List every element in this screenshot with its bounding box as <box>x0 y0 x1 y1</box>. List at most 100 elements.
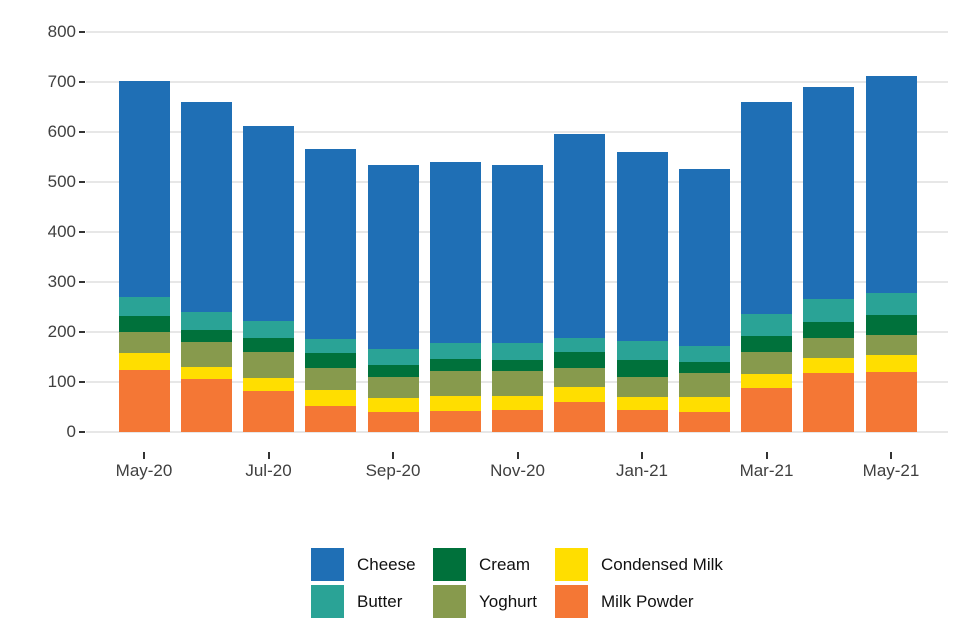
x-tick-mark-may-20 <box>143 452 145 459</box>
bar-oct-20 <box>429 161 481 432</box>
gridline-y-700 <box>86 81 948 83</box>
segment-butter-apr-21 <box>803 299 855 322</box>
segment-milk-powder-jun-20 <box>180 379 232 432</box>
y-tick-mark-100 <box>79 381 85 383</box>
legend-label-butter: Butter <box>357 591 403 611</box>
legend-swatch-cheese <box>311 548 344 581</box>
y-tick-mark-600 <box>79 131 85 133</box>
segment-condensed-milk-may-21 <box>865 355 917 372</box>
segment-condensed-milk-dec-20 <box>554 387 606 402</box>
segment-milk-powder-may-20 <box>118 369 170 432</box>
y-tick-mark-400 <box>79 231 85 233</box>
segment-condensed-milk-jun-20 <box>180 366 232 379</box>
bar-feb-21 <box>678 168 730 432</box>
y-tick-label-400: 400 <box>47 222 76 241</box>
legend-swatch-cream <box>433 548 466 581</box>
segment-cream-may-20 <box>118 316 170 332</box>
segment-yoghurt-aug-20 <box>305 368 357 390</box>
segment-cream-jul-20 <box>243 337 294 352</box>
segment-cheese-nov-20 <box>492 164 543 343</box>
segment-cream-aug-20 <box>305 353 357 368</box>
segment-yoghurt-jun-20 <box>180 342 232 367</box>
segment-condensed-milk-aug-20 <box>305 390 357 406</box>
segment-butter-nov-20 <box>492 342 543 360</box>
bar-jun-20 <box>180 102 232 432</box>
segment-butter-feb-21 <box>678 346 730 362</box>
y-tick-label-100: 100 <box>47 372 76 391</box>
segment-milk-powder-sep-20 <box>367 411 419 432</box>
segment-butter-jul-20 <box>243 320 294 338</box>
segment-yoghurt-feb-21 <box>678 373 730 397</box>
y-tick-label-700: 700 <box>47 72 76 91</box>
segment-cream-apr-21 <box>803 322 855 338</box>
x-tick-label-may-20: May-20 <box>115 461 173 480</box>
x-tick-mark-nov-20 <box>516 452 519 459</box>
segment-cheese-apr-21 <box>803 87 855 299</box>
segment-butter-aug-20 <box>305 339 357 353</box>
x-tick-label-sep-20: Sep-20 <box>365 461 421 480</box>
gridline-y-800 <box>86 31 948 33</box>
segment-yoghurt-nov-20 <box>492 371 543 396</box>
gridline-y-600 <box>86 131 948 133</box>
y-tick-label-600: 600 <box>47 122 76 141</box>
segment-milk-powder-jan-21 <box>616 410 668 432</box>
segment-cheese-jan-21 <box>616 151 668 341</box>
segment-cream-sep-20 <box>367 364 419 377</box>
segment-cheese-dec-20 <box>554 133 606 338</box>
y-tick-label-500: 500 <box>47 172 76 191</box>
segment-yoghurt-jan-21 <box>616 376 668 397</box>
segment-yoghurt-apr-21 <box>803 337 855 358</box>
x-tick-label-mar-21: Mar-21 <box>739 461 794 480</box>
segment-milk-powder-aug-20 <box>305 406 357 432</box>
segment-condensed-milk-nov-20 <box>492 396 543 410</box>
segment-yoghurt-oct-20 <box>429 371 481 396</box>
legend-item-condensed-milk: Condensed Milk <box>555 548 723 581</box>
bar-dec-20 <box>554 133 606 432</box>
legend: Cheese Cream Condensed Milk Butter Yoghurt Mi… <box>311 548 723 618</box>
segment-cheese-may-21 <box>865 76 917 293</box>
plot-area <box>86 31 948 433</box>
y-tick-mark-800 <box>79 31 85 33</box>
y-tick-label-300: 300 <box>47 272 76 291</box>
segment-butter-mar-21 <box>741 313 792 336</box>
segment-condensed-milk-oct-20 <box>429 396 481 411</box>
segment-butter-jan-21 <box>616 341 668 360</box>
segment-condensed-milk-mar-21 <box>741 374 792 388</box>
segment-cream-oct-20 <box>429 358 481 371</box>
segment-milk-powder-apr-21 <box>803 373 855 432</box>
segment-condensed-milk-jan-21 <box>616 396 668 410</box>
bar-mar-21 <box>741 101 792 432</box>
segment-condensed-milk-sep-20 <box>367 397 419 412</box>
segment-cream-feb-21 <box>678 362 730 373</box>
x-tick-label-jul-20: Jul-20 <box>245 461 292 480</box>
legend-swatch-butter <box>311 585 344 618</box>
y-tick-label-800: 800 <box>47 22 76 41</box>
y-tick-mark-700 <box>79 81 85 83</box>
legend-item-cheese: Cheese <box>311 548 433 581</box>
segment-cream-mar-21 <box>741 335 792 352</box>
legend-label-cream: Cream <box>479 554 531 574</box>
x-tick-mark-jul-20 <box>267 452 270 459</box>
segment-cheese-mar-21 <box>741 101 792 314</box>
segment-butter-oct-20 <box>429 342 481 359</box>
x-tick-mark-may-21 <box>890 452 892 459</box>
segment-yoghurt-dec-20 <box>554 367 606 387</box>
legend-swatch-milk-powder <box>555 585 588 618</box>
segment-cream-jun-20 <box>180 329 232 342</box>
segment-yoghurt-sep-20 <box>367 377 419 398</box>
bar-jul-20 <box>243 126 294 432</box>
legend-label-condensed-milk: Condensed Milk <box>601 554 723 574</box>
legend-item-cream: Cream <box>433 548 555 581</box>
bar-aug-20 <box>305 148 357 432</box>
segment-cream-dec-20 <box>554 351 606 368</box>
segment-cheese-feb-21 <box>678 168 730 346</box>
segment-butter-may-20 <box>118 296 170 316</box>
segment-condensed-milk-feb-21 <box>678 397 730 412</box>
legend-swatch-condensed-milk <box>555 548 588 581</box>
segment-cream-may-21 <box>865 315 917 335</box>
segment-butter-dec-20 <box>554 338 606 352</box>
segment-cream-jan-21 <box>616 360 668 377</box>
segment-yoghurt-jul-20 <box>243 351 294 378</box>
segment-milk-powder-nov-20 <box>492 410 543 432</box>
